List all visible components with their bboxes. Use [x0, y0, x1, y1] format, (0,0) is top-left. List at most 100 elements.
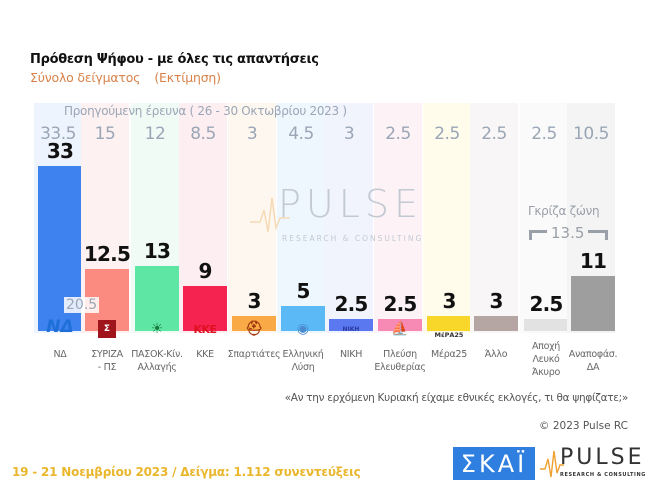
pulse-wave-icon [250, 197, 290, 233]
skai-logo: ΣΚΑΪ [453, 447, 535, 480]
party-label: Αποχή Λευκό Άκυρο [511, 340, 581, 379]
party-label-line: Αναποφάσ. [568, 349, 618, 360]
subtitle-note: (Εκτίμηση) [154, 70, 221, 85]
pulse-logo-text: PULSE [560, 445, 645, 470]
party-label-line: ΣΥΡΙΖΑ [91, 349, 123, 360]
party-label-line: - ΠΣ [97, 362, 117, 373]
bar-value: 2.5 [529, 291, 563, 316]
previous-value: 2.5 [385, 124, 411, 144]
party-label-line: ΝΙΚΗ [339, 349, 363, 360]
page-subtitle: Σύνολο δείγματος (Εκτίμηση) [30, 70, 221, 85]
watermark-text: PULSE [278, 182, 424, 226]
party-label-line: ΚΚΕ [196, 349, 214, 360]
party-label-line: Ελευθερίας [374, 362, 426, 373]
bar-value: 33 [46, 139, 74, 163]
bar [135, 266, 179, 331]
bar-value: 3 [489, 289, 503, 313]
party-label-line: Ελληνική [282, 349, 324, 360]
column-background [325, 103, 373, 333]
bar [329, 318, 373, 331]
party-logo-icon: ☀ [150, 321, 164, 337]
party-label-line: Πλεύση [383, 349, 417, 360]
bar [232, 316, 276, 331]
party-logo-icon: ΜέΡΑ25 [434, 331, 464, 339]
pulse-logo: PULSE RESEARCH & CONSULTING [540, 445, 645, 481]
previous-value: 4.5 [288, 124, 314, 144]
party-logo-icon: ⛑ [245, 321, 263, 337]
party-logo-icon: ΝΔ [46, 317, 74, 337]
subtitle-text: Σύνολο δείγματος [30, 70, 141, 85]
previous-value: 2.5 [481, 124, 507, 144]
previous-value: 8.5 [190, 124, 216, 144]
party-logo-icon: ΝΙΚΗ [342, 325, 360, 333]
party-label: Πλεύση Ελευθερίας [365, 348, 435, 374]
bar-value: 5 [296, 279, 310, 303]
party-label: ΚΚΕ [170, 348, 240, 361]
bar [183, 286, 227, 331]
page-title: Πρόθεση Ψήφου - με όλες τις απαντήσεις [30, 52, 319, 67]
bar-value: 2.5 [334, 291, 368, 316]
pulse-wave-icon [540, 450, 564, 478]
bar-value: 3 [247, 289, 261, 313]
previous-value: 12 [144, 124, 166, 144]
party-logo-icon: Σ [98, 320, 116, 338]
bar-value: 9 [198, 259, 212, 283]
party-label: ΝΔ [25, 348, 95, 361]
bar-value: 13 [143, 239, 171, 263]
column-background [423, 103, 471, 333]
previous-value: 15 [94, 124, 116, 144]
bar [474, 316, 518, 331]
grey-zone-label: Γκρίζα ζώνη [528, 204, 600, 218]
party-label-line: Λευκό [532, 354, 560, 365]
previous-survey-label: Προηγούμενη έρευνα ( 26 - 30 Οκτωβρίου 2… [64, 104, 347, 118]
column-background [374, 103, 422, 333]
previous-value: 2.5 [434, 124, 460, 144]
bar-value: 3 [442, 289, 456, 313]
gap-annotation: 20.5 [64, 297, 100, 313]
party-label-line: Λύση [291, 362, 315, 373]
bar [427, 316, 471, 331]
party-label: ΠΑΣΟΚ-Κίν. Αλλαγής [122, 348, 192, 374]
party-label: Μέρα25 [414, 348, 484, 361]
column-background [470, 103, 518, 333]
survey-footer: 19 - 21 Νοεμβρίου 2023 / Δείγμα: 1.112 σ… [12, 465, 361, 479]
party-logo-icon: ΚΚΕ [193, 322, 217, 336]
party-label-line: Άκυρο [531, 367, 561, 378]
grey-zone-value: 13.5 [551, 224, 585, 242]
party-label: ΣΥΡΙΖΑ - ΠΣ [72, 348, 142, 374]
party-label: Ελληνική Λύση [268, 348, 338, 374]
party-label: Αναποφάσ. ΔΑ [558, 348, 628, 374]
previous-value: 33.5 [40, 124, 76, 144]
party-label-line: ΠΑΣΟΚ-Κίν. [131, 349, 183, 360]
party-logo-icon: ⛵ [391, 321, 409, 337]
bar [281, 306, 325, 331]
previous-value: 10.5 [573, 124, 609, 144]
previous-value: 3 [246, 124, 258, 144]
bracket-left [529, 230, 547, 240]
pulse-logo-sub: RESEARCH & CONSULTING [560, 472, 646, 478]
column-background [520, 103, 568, 333]
bar [378, 318, 422, 331]
previous-value: 3 [343, 124, 355, 144]
party-logo-icon: ◉ [296, 321, 310, 337]
bar [524, 318, 568, 331]
column-background [228, 103, 276, 333]
party-label-line: ΝΔ [53, 349, 67, 360]
bar-value: 12.5 [83, 241, 131, 266]
party-label-line: Άλλο [484, 349, 508, 360]
party-label: ΝΙΚΗ [316, 348, 386, 361]
bar-value: 2.5 [383, 291, 417, 316]
bracket-right [588, 230, 608, 240]
bar [571, 276, 615, 331]
watermark-sub: RESEARCH & CONSULTING [282, 234, 424, 243]
copyright: © 2023 Pulse RC [539, 420, 628, 432]
party-label-line: Μέρα25 [431, 349, 467, 360]
party-label-line: Αλλαγής [137, 362, 177, 373]
party-label-line: Αποχή [531, 341, 561, 352]
previous-value: 2.5 [531, 124, 557, 144]
party-label-line: ΔΑ [586, 362, 600, 373]
party-label: Σπαρτιάτες [219, 348, 289, 361]
survey-question: «Αν την ερχόμενη Κυριακή είχαμε εθνικές … [284, 392, 629, 404]
party-label: Άλλο [461, 348, 531, 361]
bar-value: 11 [579, 249, 607, 273]
